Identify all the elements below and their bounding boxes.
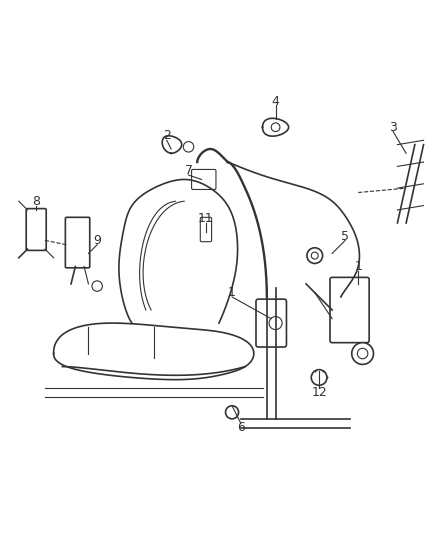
Circle shape — [311, 252, 318, 259]
FancyBboxPatch shape — [191, 169, 216, 189]
Circle shape — [352, 343, 374, 365]
Text: 8: 8 — [32, 195, 40, 208]
Circle shape — [226, 406, 239, 419]
Text: 5: 5 — [341, 230, 349, 243]
Text: 2: 2 — [163, 130, 171, 142]
FancyBboxPatch shape — [256, 299, 286, 347]
Circle shape — [184, 142, 194, 152]
Text: 3: 3 — [389, 121, 397, 134]
Text: 1: 1 — [228, 286, 236, 299]
Text: 4: 4 — [272, 95, 279, 108]
Text: 6: 6 — [237, 421, 245, 434]
Text: 12: 12 — [311, 386, 327, 399]
Text: 7: 7 — [184, 164, 193, 177]
Circle shape — [307, 248, 322, 263]
Text: 9: 9 — [93, 234, 101, 247]
Circle shape — [357, 349, 368, 359]
FancyBboxPatch shape — [330, 277, 369, 343]
Circle shape — [269, 317, 282, 329]
Text: 1: 1 — [354, 260, 362, 273]
Circle shape — [92, 281, 102, 292]
FancyBboxPatch shape — [65, 217, 90, 268]
Circle shape — [311, 370, 327, 385]
FancyBboxPatch shape — [26, 208, 46, 251]
Text: 11: 11 — [198, 212, 214, 225]
Circle shape — [271, 123, 280, 132]
FancyBboxPatch shape — [200, 217, 212, 241]
